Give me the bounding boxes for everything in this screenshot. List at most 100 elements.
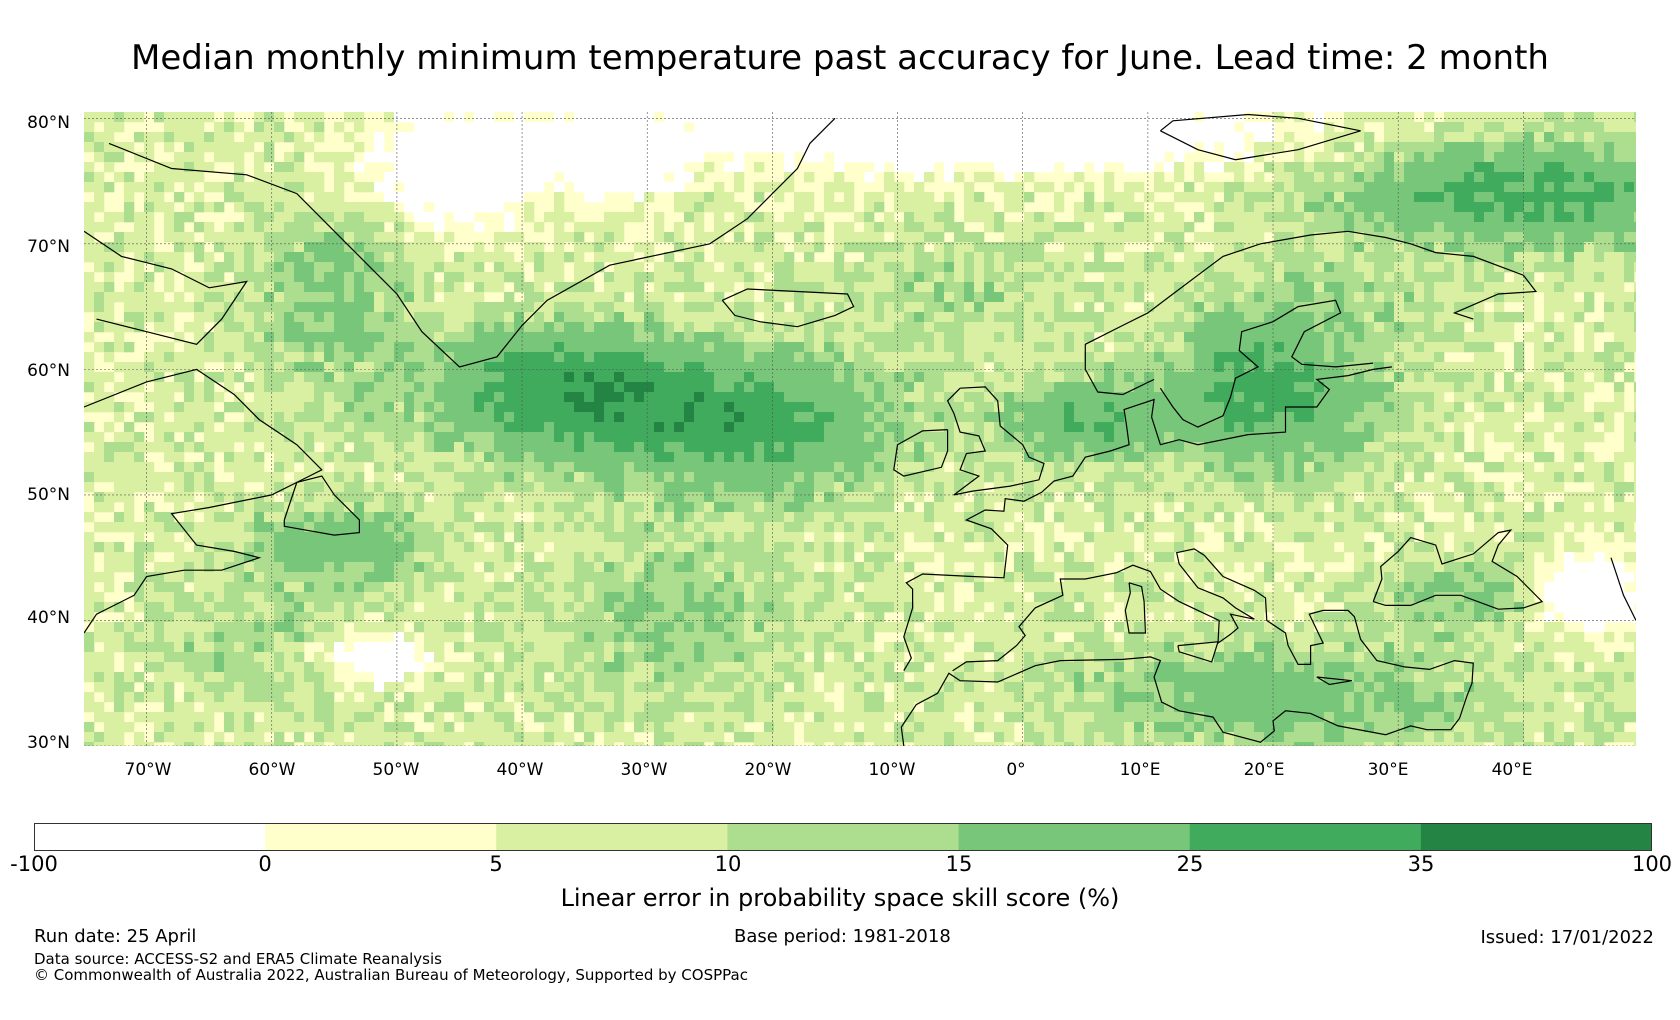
skill-cell [574,472,585,483]
skill-cell [264,122,275,133]
skill-cell [624,122,635,133]
skill-cell [884,132,895,143]
skill-cell [704,342,715,353]
skill-cell [934,242,945,253]
skill-cell [654,272,665,283]
skill-cell [1184,402,1195,413]
skill-cell [364,432,375,443]
skill-cell [714,342,725,353]
skill-cell [694,112,705,123]
skill-cell [1174,372,1185,383]
skill-cell [674,202,685,213]
skill-cell [364,262,375,273]
skill-cell [1344,232,1355,243]
skill-cell [184,132,195,143]
skill-cell [904,222,915,233]
skill-cell [1104,372,1115,383]
skill-cell [1214,272,1225,283]
skill-cell [1034,422,1045,433]
skill-cell [244,382,255,393]
skill-cell [1114,332,1125,343]
skill-cell [694,342,705,353]
skill-cell [784,112,795,123]
skill-cell [1374,322,1385,333]
skill-cell [334,452,345,463]
skill-cell [904,212,915,223]
skill-cell [734,362,745,373]
skill-cell [424,372,435,383]
skill-cell [134,232,145,243]
skill-cell [824,132,835,143]
skill-cell [1584,222,1595,233]
skill-cell [974,392,985,403]
skill-cell [624,152,635,163]
skill-cell [1074,372,1085,383]
skill-cell [1434,292,1445,303]
skill-cell [1334,282,1345,293]
skill-cell [614,422,625,433]
skill-cell [1114,262,1125,273]
skill-cell [114,412,125,423]
skill-score-map[interactable] [84,112,1636,746]
skill-cell [974,462,985,473]
skill-cell [374,312,385,323]
skill-cell [1254,142,1265,153]
skill-cell [1054,152,1065,163]
skill-cell [1234,322,1245,333]
skill-cell [1364,232,1375,243]
skill-cell [254,222,265,233]
skill-cell [334,362,345,373]
skill-cell [1534,432,1545,443]
skill-cell [274,272,285,283]
skill-cell [1224,122,1235,133]
skill-cell [374,262,385,273]
skill-cell [974,262,985,273]
skill-cell [754,252,765,263]
skill-cell [1204,392,1215,403]
skill-cell [414,372,425,383]
skill-cell [1324,172,1335,183]
skill-cell [244,222,255,233]
skill-cell [734,352,745,363]
skill-cell [924,112,935,123]
skill-cell [314,332,325,343]
skill-cell [594,222,605,233]
skill-cell [1034,402,1045,413]
skill-cell [354,182,365,193]
skill-cell [1124,112,1135,123]
skill-cell [514,442,525,453]
skill-cell [624,342,635,353]
skill-cell [164,172,175,183]
skill-cell [1584,132,1595,143]
skill-cell [294,112,305,123]
skill-cell [934,432,945,443]
skill-cell [554,272,565,283]
skill-cell [1614,192,1625,203]
skill-cell [1014,262,1025,273]
skill-cell [854,342,865,353]
skill-cell [444,292,455,303]
skill-cell [604,242,615,253]
skill-cell [904,272,915,283]
skill-cell [304,312,315,323]
skill-cell [494,202,505,213]
skill-cell [1624,272,1635,283]
skill-cell [844,282,855,293]
skill-cell [344,132,355,143]
skill-cell [484,172,495,183]
skill-cell [1024,312,1035,323]
skill-cell [1094,422,1105,433]
skill-cell [1534,362,1545,373]
skill-cell [1074,122,1085,133]
skill-cell [984,122,995,133]
skill-cell [784,352,795,363]
skill-cell [284,242,295,253]
skill-cell [624,262,635,273]
skill-cell [1024,282,1035,293]
skill-cell [1314,242,1325,253]
skill-cell [734,322,745,333]
skill-cell [554,422,565,433]
skill-cell [1394,342,1405,353]
skill-cell [424,282,435,293]
skill-cell [714,312,725,323]
